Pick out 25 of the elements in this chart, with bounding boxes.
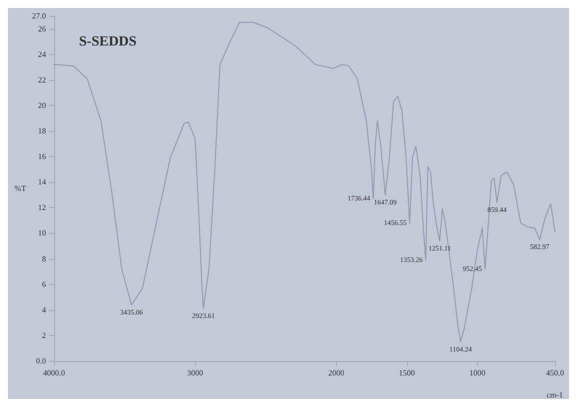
y-tick-label: 0.0 <box>36 356 46 366</box>
x-tick-label: 4000.0 <box>43 368 65 378</box>
x-tick-label: 3000 <box>187 368 204 378</box>
y-tick-label: 26 <box>38 24 46 34</box>
y-tick-label: 18 <box>38 126 46 136</box>
line-series <box>54 22 556 342</box>
y-tick-label: 14 <box>38 178 46 187</box>
text: S-SEDDS <box>79 34 137 50</box>
y-tick-label: 16 <box>38 152 46 162</box>
x-tick-label: 450.0 <box>546 368 564 378</box>
y-tick-label: 4 <box>42 305 46 314</box>
y-tick-label: 24 <box>38 50 46 59</box>
y-tick-label: 12 <box>38 203 46 212</box>
y-tick-label: 8 <box>42 254 46 264</box>
x-tick-label: 1000 <box>469 368 486 378</box>
x-axis-title: cm-1 <box>546 390 563 400</box>
y-axis-title: %T <box>14 184 26 193</box>
y-tick-label: 27.0 <box>32 12 46 20</box>
y-tick-label: 10 <box>38 228 46 238</box>
x-tick-label: 2000 <box>328 368 344 378</box>
y-tick-label: 2 <box>42 330 46 340</box>
y-tick-label: 20 <box>38 100 46 110</box>
y-tick-label: 6 <box>42 280 46 289</box>
y-tick-label: 22 <box>38 75 46 84</box>
x-tick-label: 1500 <box>398 368 415 378</box>
